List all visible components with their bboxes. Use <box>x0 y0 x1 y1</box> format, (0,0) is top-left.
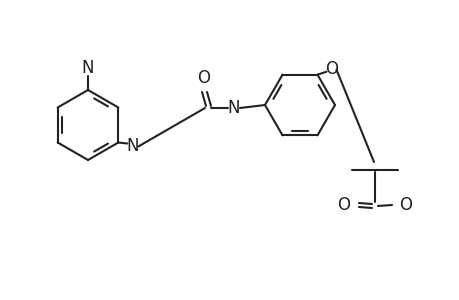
Text: N: N <box>126 136 138 154</box>
Text: N: N <box>82 59 94 77</box>
Text: O: O <box>398 196 412 214</box>
Text: O: O <box>197 69 210 87</box>
Text: O: O <box>325 60 337 78</box>
Text: N: N <box>227 99 240 117</box>
Text: O: O <box>337 196 350 214</box>
